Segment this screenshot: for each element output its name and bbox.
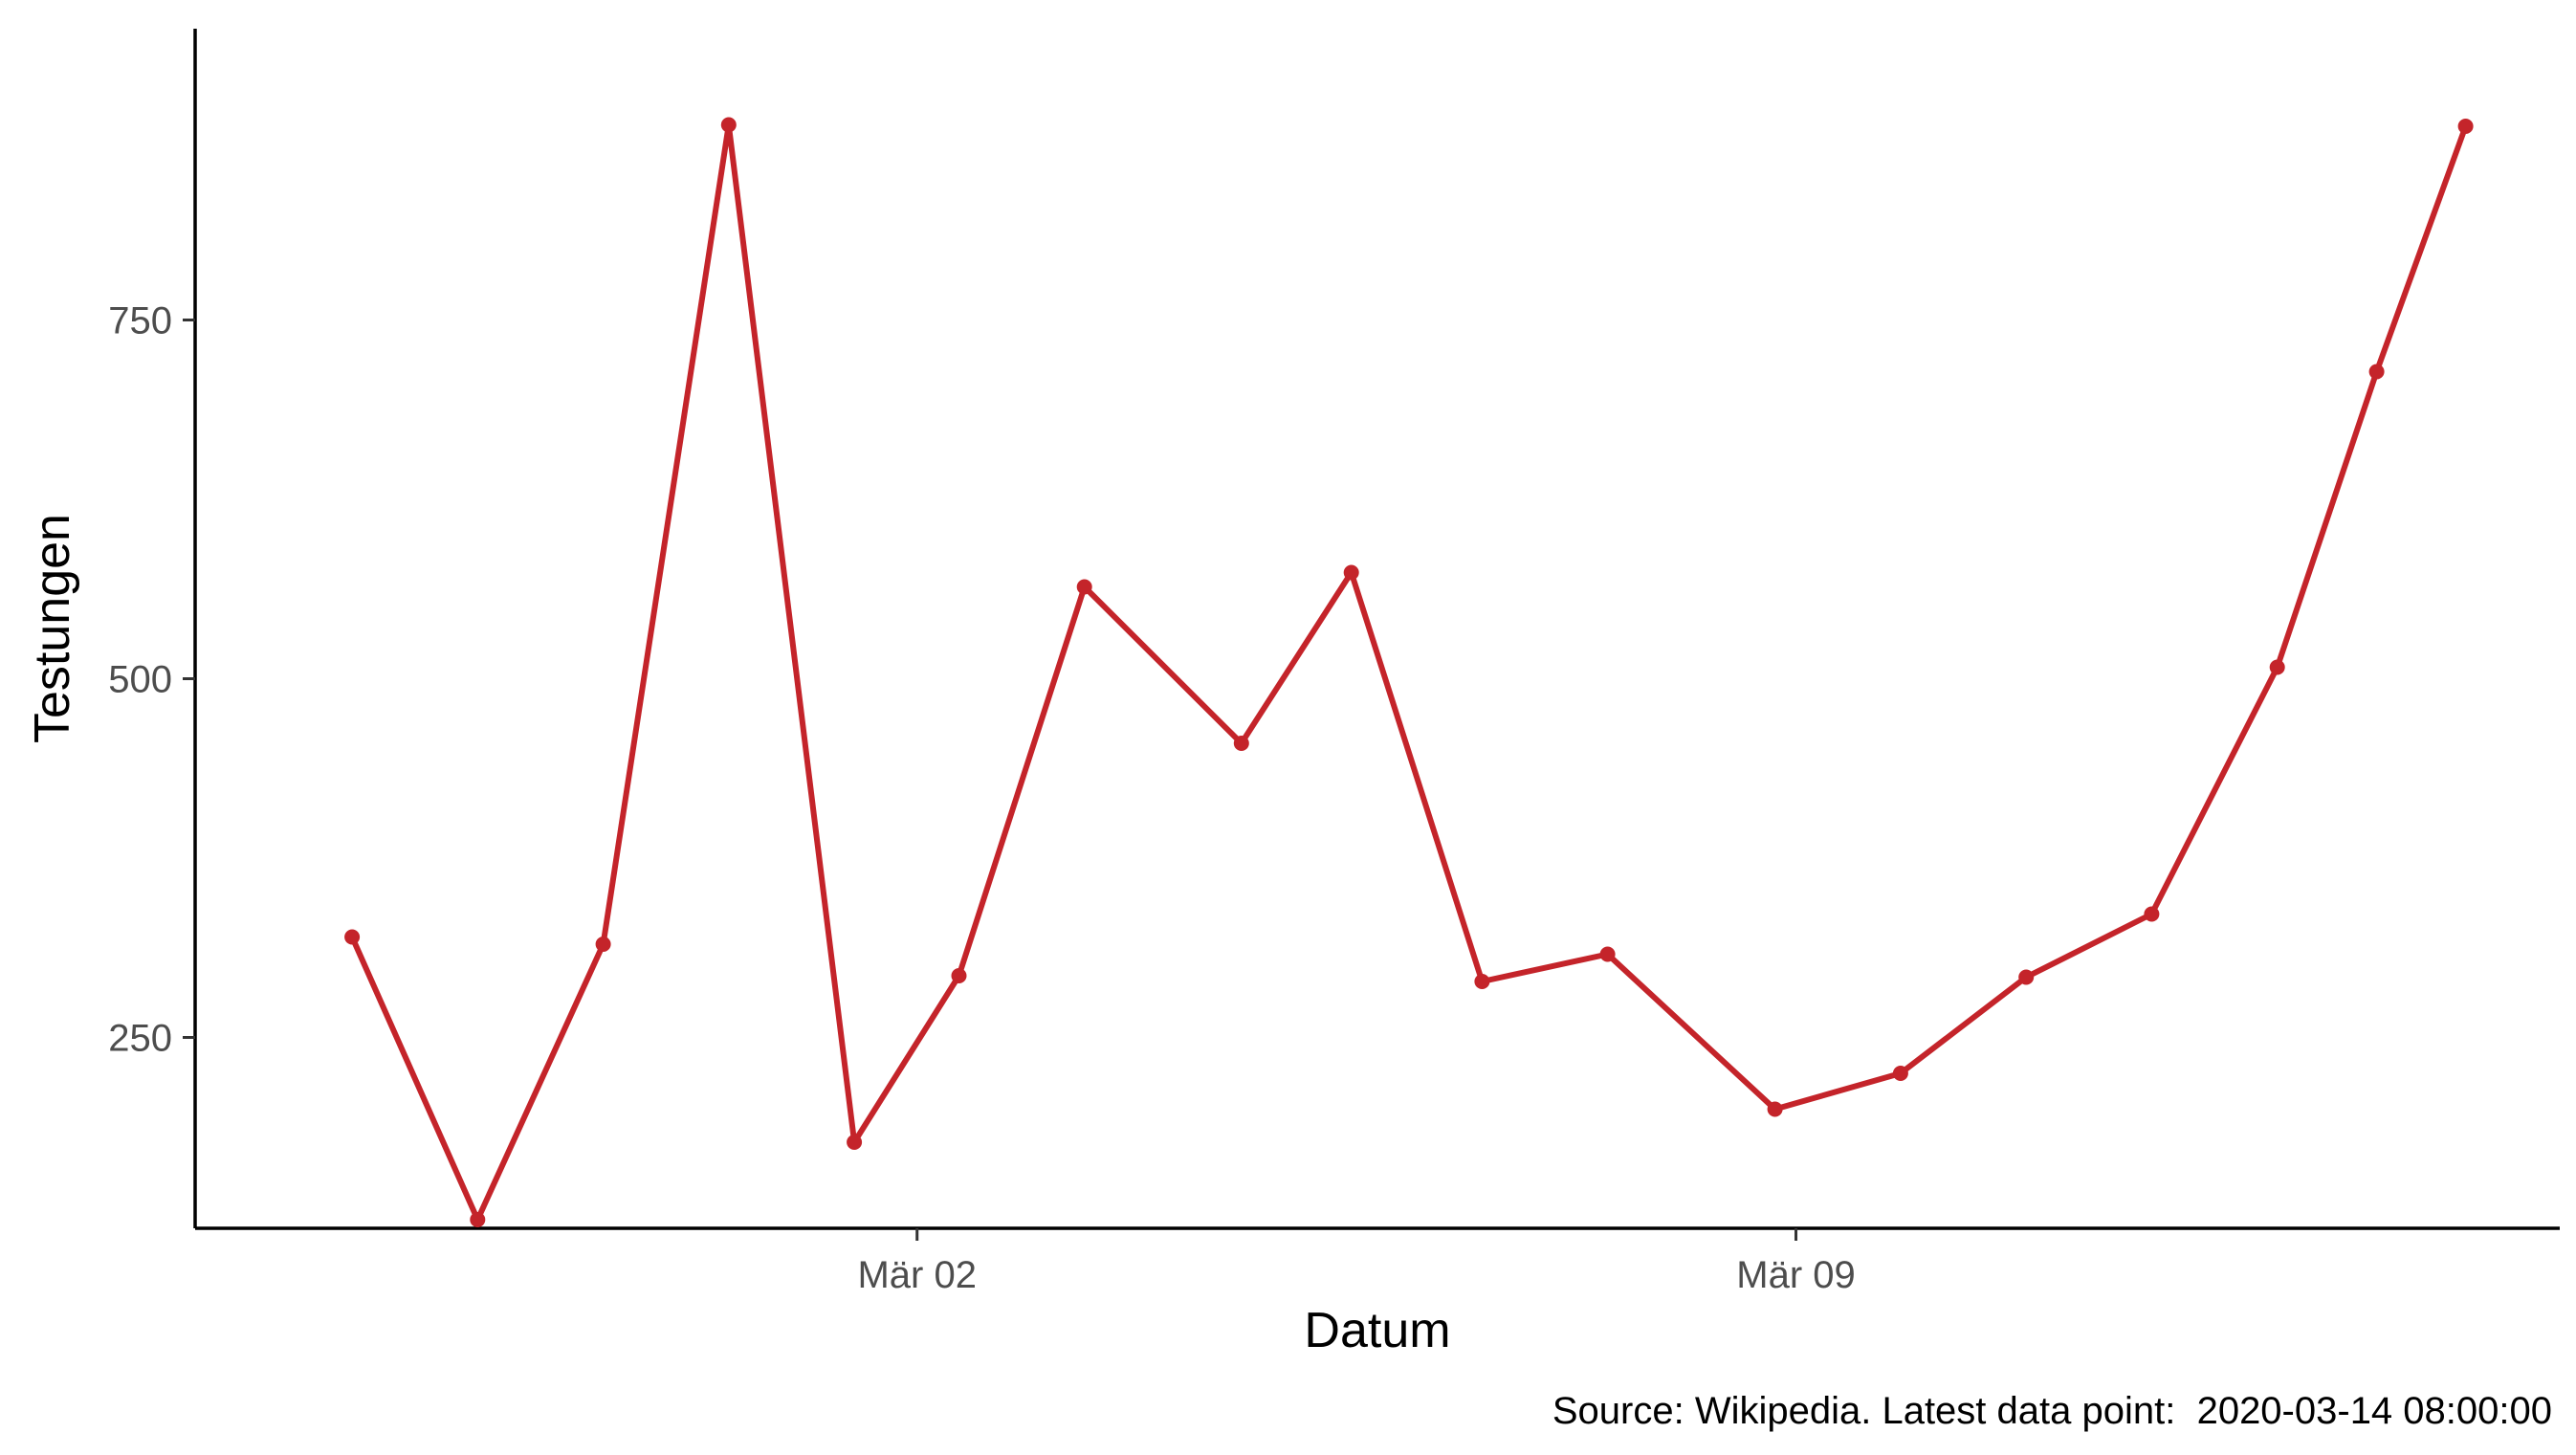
data-point bbox=[2269, 659, 2285, 675]
data-point bbox=[2144, 906, 2160, 922]
data-point bbox=[847, 1135, 863, 1150]
data-point bbox=[344, 929, 361, 945]
data-point bbox=[470, 1212, 486, 1227]
data-point bbox=[1892, 1066, 1908, 1081]
axes bbox=[193, 29, 2560, 1230]
y-axis-ticks: 250 500 750 bbox=[108, 300, 195, 1060]
x-axis-ticks: Mär 02 Mär 09 bbox=[857, 1228, 1856, 1296]
data-point bbox=[1599, 946, 1616, 962]
series-line bbox=[349, 121, 2469, 1223]
data-point bbox=[720, 117, 737, 133]
data-point bbox=[595, 937, 611, 952]
y-axis-title: Testungen bbox=[25, 514, 80, 743]
data-point bbox=[2457, 119, 2474, 134]
data-point bbox=[2368, 364, 2385, 380]
chart-caption: Source: Wikipedia. Latest data point: 20… bbox=[1552, 1390, 2552, 1432]
series-testungen bbox=[344, 117, 2474, 1227]
y-tick-label: 750 bbox=[108, 300, 172, 342]
data-point bbox=[1076, 579, 1092, 595]
data-point bbox=[1233, 736, 1249, 751]
x-axis-title: Datum bbox=[1304, 1303, 1450, 1358]
data-point bbox=[1474, 974, 1490, 989]
data-point bbox=[2018, 969, 2035, 985]
x-tick-label: Mär 02 bbox=[857, 1254, 977, 1296]
y-tick-label: 250 bbox=[108, 1018, 172, 1060]
data-point bbox=[1767, 1101, 1783, 1117]
data-point bbox=[1343, 564, 1359, 581]
data-point bbox=[951, 968, 967, 983]
y-tick-label: 500 bbox=[108, 659, 172, 701]
x-tick-label: Mär 09 bbox=[1736, 1254, 1856, 1296]
